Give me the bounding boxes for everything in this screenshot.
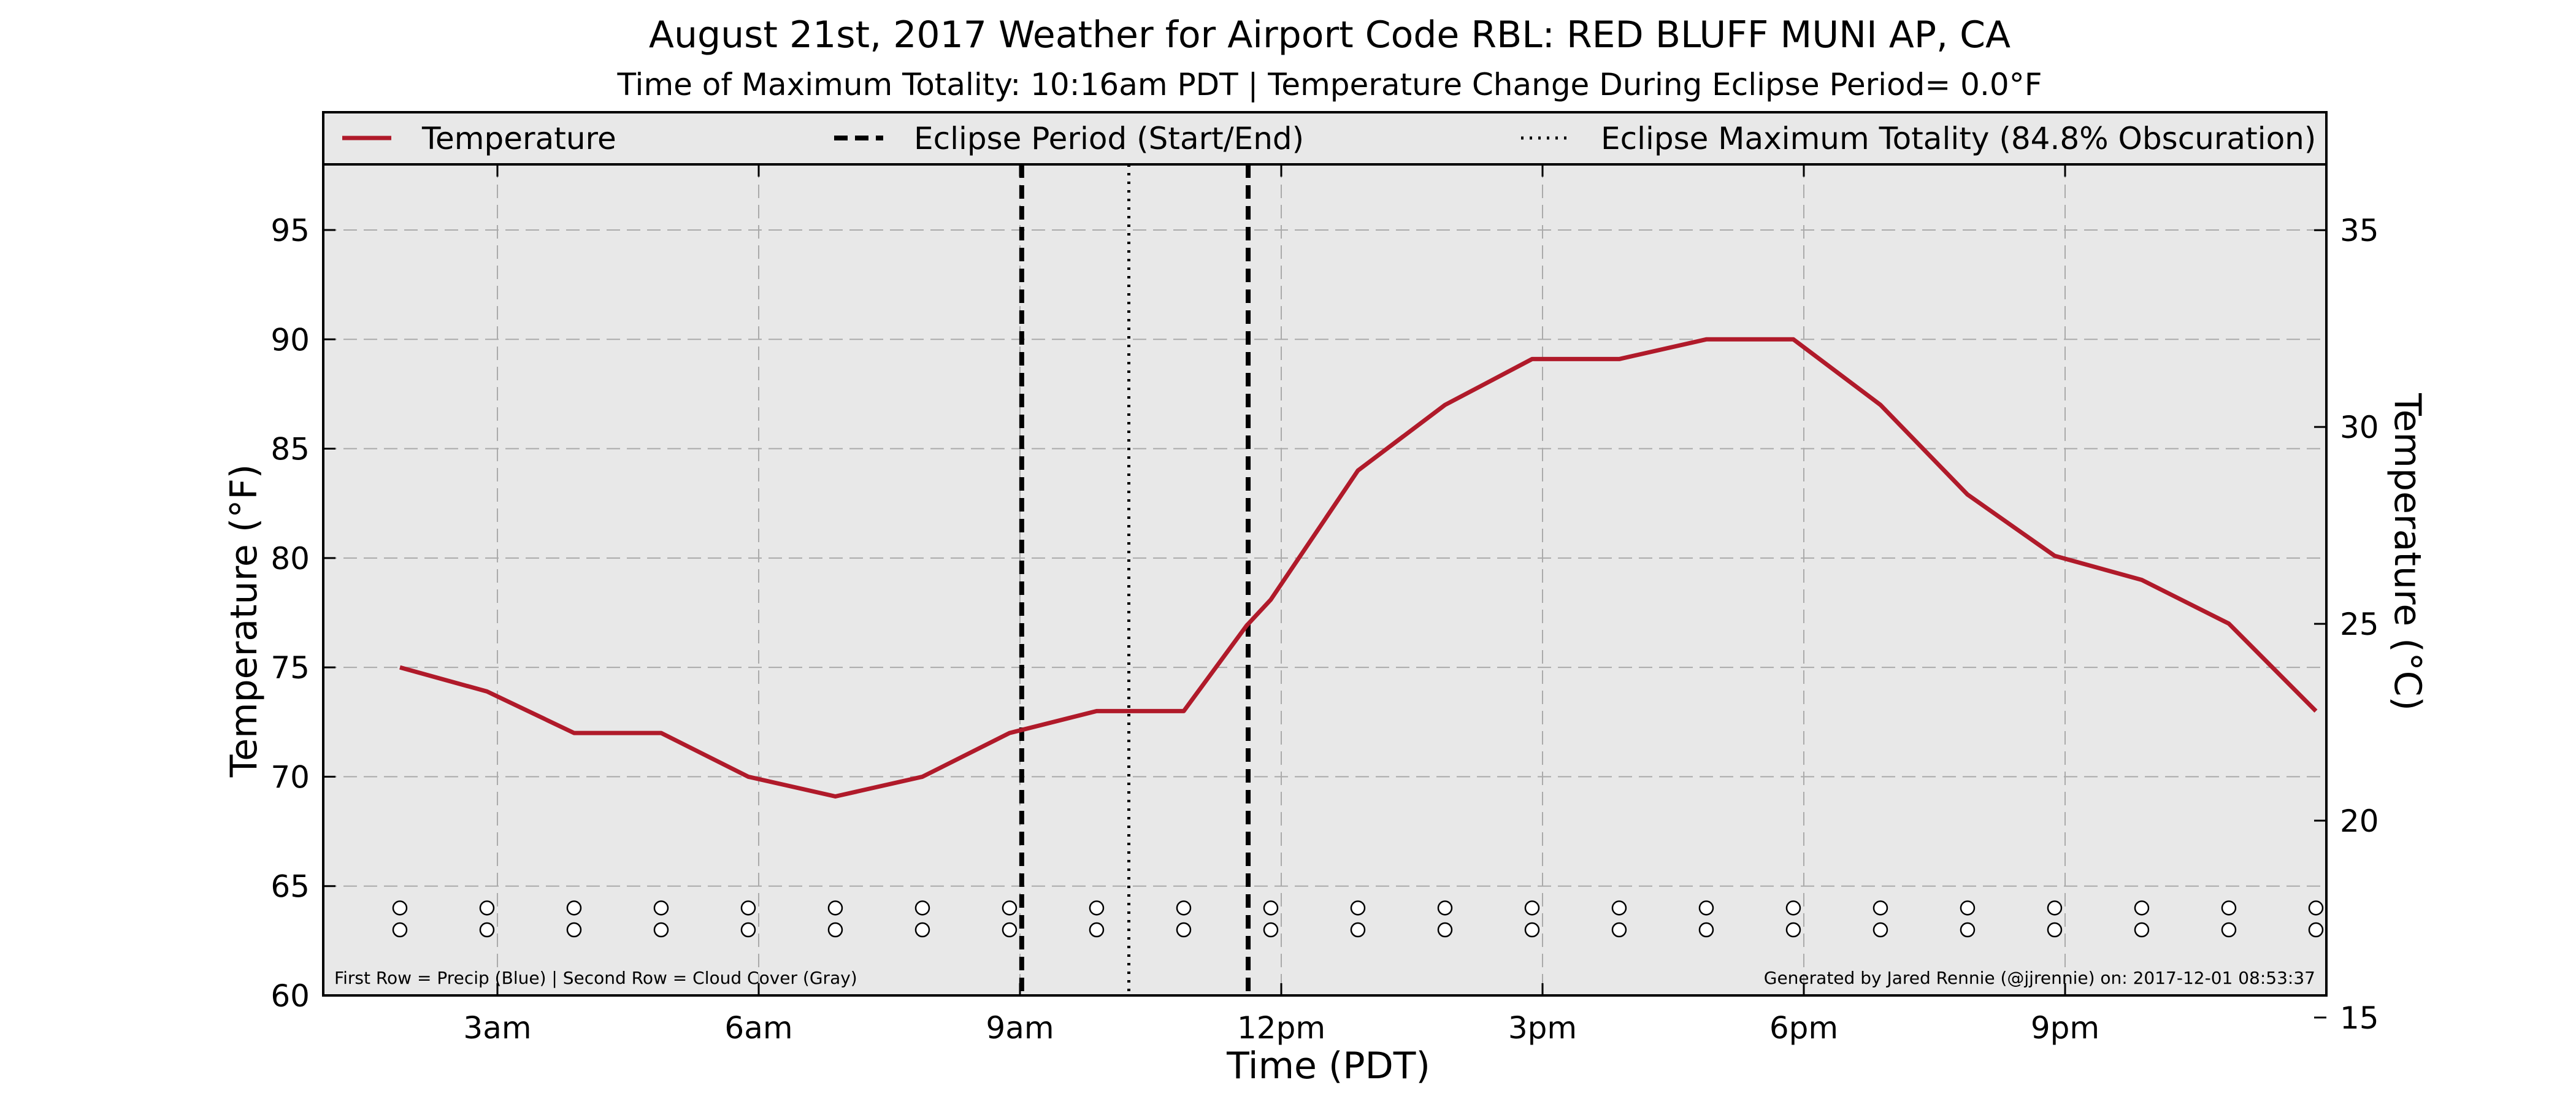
precip-marker xyxy=(1873,900,1888,916)
precip-marker xyxy=(914,900,930,916)
precip-marker xyxy=(2221,900,2237,916)
cloud-cover-marker xyxy=(1698,922,1714,938)
y-tick-label-left: 75 xyxy=(270,650,310,686)
y-axis-label-left: Temperature (°F) xyxy=(223,464,266,778)
y-tick-label-left: 65 xyxy=(270,869,310,905)
y-tick-label-left: 60 xyxy=(270,978,310,1014)
footnote-right: Generated by Jared Rennie (@jjrennie) on… xyxy=(1764,968,2315,988)
chart-title: August 21st, 2017 Weather for Airport Co… xyxy=(649,13,2011,56)
precip-marker xyxy=(1960,900,1976,916)
precip-marker xyxy=(827,900,843,916)
legend-label: Temperature xyxy=(421,121,616,156)
x-tick-label: 12pm xyxy=(1237,1010,1325,1046)
footnote-left: First Row = Precip (Blue) | Second Row =… xyxy=(334,968,857,988)
cloud-cover-marker xyxy=(2221,922,2237,938)
y-tick-label-right: 35 xyxy=(2340,213,2379,248)
cloud-cover-marker xyxy=(653,922,669,938)
y-tick-label-left: 80 xyxy=(270,541,310,577)
cloud-cover-marker xyxy=(1437,922,1453,938)
cloud-cover-marker xyxy=(914,922,930,938)
cloud-cover-marker xyxy=(1089,922,1105,938)
y-tick-label-left: 90 xyxy=(270,322,310,358)
legend-label: Eclipse Maximum Totality (84.8% Obscurat… xyxy=(1601,121,2316,156)
y-tick-label-right: 25 xyxy=(2340,607,2379,642)
cloud-cover-marker xyxy=(1263,922,1279,938)
cloud-cover-marker xyxy=(1611,922,1627,938)
precip-marker xyxy=(2308,900,2324,916)
cloud-cover-marker xyxy=(1524,922,1540,938)
x-tick-label: 6pm xyxy=(1769,1010,1838,1046)
precip-marker xyxy=(1524,900,1540,916)
plot-frame xyxy=(322,111,2328,997)
cloud-cover-marker xyxy=(479,922,495,938)
precip-marker xyxy=(1002,900,1018,916)
precip-marker xyxy=(392,900,408,916)
precip-marker xyxy=(740,900,756,916)
precip-marker xyxy=(1437,900,1453,916)
x-tick-label: 6am xyxy=(724,1010,792,1046)
cloud-cover-marker xyxy=(1350,922,1366,938)
y-tick-label-right: 20 xyxy=(2340,803,2379,839)
cloud-cover-marker xyxy=(740,922,756,938)
x-axis-label: Time (PDT) xyxy=(1226,1045,1430,1087)
y-tick-label-left: 70 xyxy=(270,759,310,795)
x-tick-label: 9am xyxy=(986,1010,1054,1046)
precip-marker xyxy=(1698,900,1714,916)
plot-background xyxy=(323,112,2326,995)
precip-marker xyxy=(1263,900,1279,916)
cloud-cover-marker xyxy=(827,922,843,938)
cloud-cover-marker xyxy=(1002,922,1018,938)
precip-marker xyxy=(1785,900,1801,916)
cloud-cover-marker xyxy=(1873,922,1888,938)
cloud-cover-marker xyxy=(2308,922,2324,938)
y-tick-label-right: 30 xyxy=(2340,410,2379,445)
cloud-cover-marker xyxy=(1176,922,1192,938)
cloud-cover-marker xyxy=(566,922,582,938)
chart-subtitle: Time of Maximum Totality: 10:16am PDT | … xyxy=(617,67,2042,102)
temperature-line xyxy=(399,337,2318,799)
x-tick-label: 9pm xyxy=(2031,1010,2099,1046)
precip-marker xyxy=(1611,900,1627,916)
cloud-cover-marker xyxy=(2134,922,2150,938)
cloud-cover-marker xyxy=(1785,922,1801,938)
cloud-cover-marker xyxy=(2047,922,2063,938)
precip-marker xyxy=(1089,900,1105,916)
precip-marker xyxy=(653,900,669,916)
precip-marker xyxy=(1176,900,1192,916)
cloud-cover-marker xyxy=(392,922,408,938)
precip-marker xyxy=(479,900,495,916)
x-tick-label: 3am xyxy=(463,1010,531,1046)
y-axis-label-right: Temperature (°C) xyxy=(2386,393,2429,711)
precip-marker xyxy=(566,900,582,916)
y-tick-label-left: 85 xyxy=(270,432,310,467)
y-tick-label-left: 95 xyxy=(270,213,310,248)
y-tick-label-right: 15 xyxy=(2340,1000,2379,1036)
precip-marker xyxy=(2134,900,2150,916)
legend-label: Eclipse Period (Start/End) xyxy=(914,121,1304,156)
cloud-cover-marker xyxy=(1960,922,1976,938)
x-tick-label: 3pm xyxy=(1508,1010,1577,1046)
precip-marker xyxy=(2047,900,2063,916)
precip-marker xyxy=(1350,900,1366,916)
